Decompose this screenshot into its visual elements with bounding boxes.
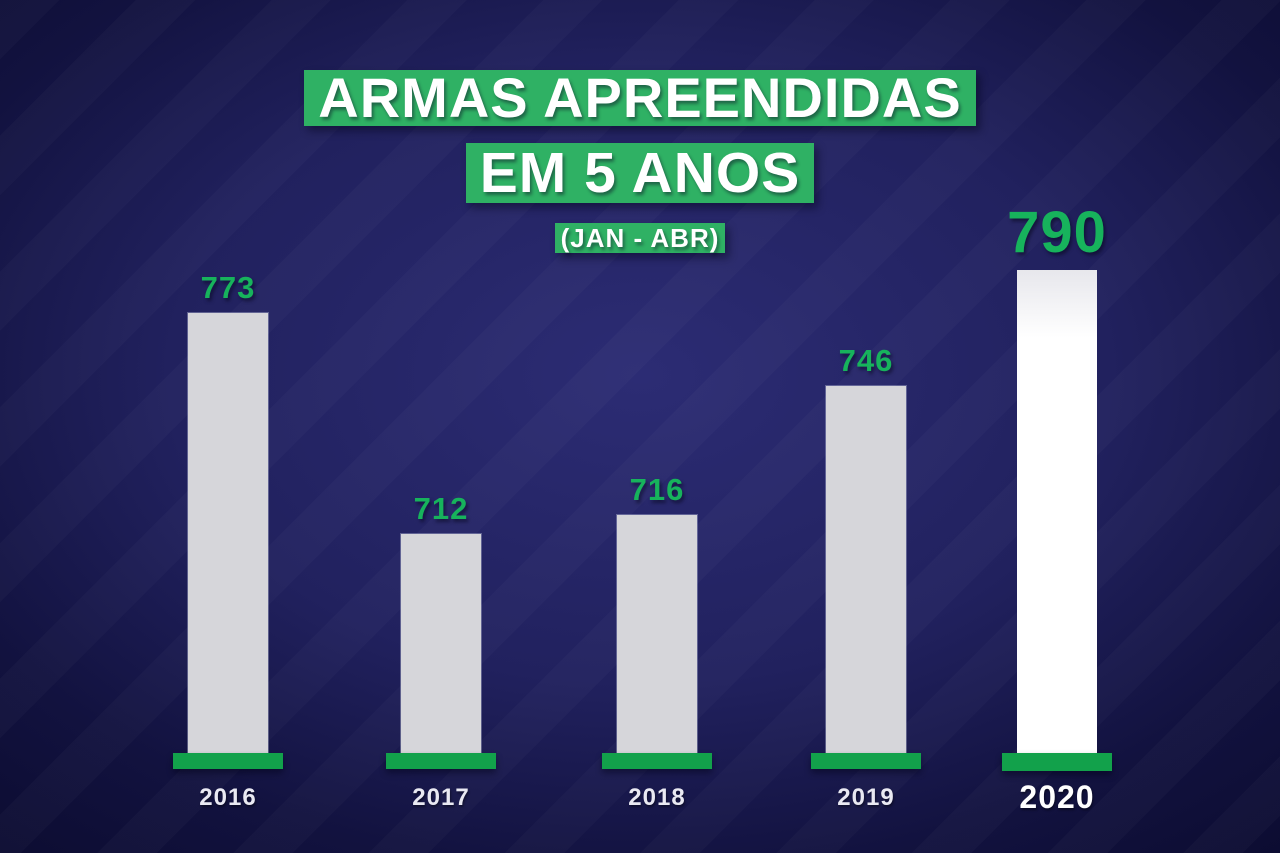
value-label-2020: 790 — [1007, 200, 1107, 265]
value-label-2017: 712 — [413, 491, 469, 526]
bar-2016 — [188, 313, 268, 753]
bar-2018 — [617, 515, 697, 753]
bar-column-2016: 773 2016 — [173, 0, 283, 853]
bar-base-2016 — [173, 753, 283, 769]
chart-title-line2: EM 5 ANOS — [465, 143, 815, 203]
year-label-2016: 2016 — [199, 784, 257, 811]
title-row-1: ARMAS APREENDIDAS — [0, 70, 1280, 126]
chart-title-line1: ARMAS APREENDIDAS — [304, 70, 976, 126]
bar-column-2019: 746 2019 — [811, 0, 921, 853]
year-label-2018: 2018 — [628, 784, 686, 811]
year-label-2020: 2020 — [1019, 779, 1095, 815]
bar-base-2018 — [602, 753, 712, 769]
bar-2017 — [401, 534, 481, 753]
chart-subtitle-badge: (JAN - ABR) — [554, 223, 726, 253]
bar-column-2017: 712 2017 — [386, 0, 496, 853]
bar-column-2018: 716 2018 — [602, 0, 712, 853]
bar-2019 — [826, 386, 906, 753]
value-label-2018: 716 — [629, 472, 685, 507]
bar-column-2020: 790 2020 — [1002, 0, 1112, 853]
value-label-2016: 773 — [200, 270, 256, 305]
year-label-2019: 2019 — [837, 784, 895, 811]
bar-base-2017 — [386, 753, 496, 769]
bar-base-2019 — [811, 753, 921, 769]
year-label-2017: 2017 — [412, 784, 470, 811]
bar-2020 — [1017, 270, 1097, 753]
subtitle-row: (JAN - ABR) — [0, 223, 1280, 253]
bar-base-2020 — [1002, 753, 1112, 771]
value-label-2019: 746 — [838, 343, 894, 378]
title-row-2: EM 5 ANOS — [0, 143, 1280, 203]
